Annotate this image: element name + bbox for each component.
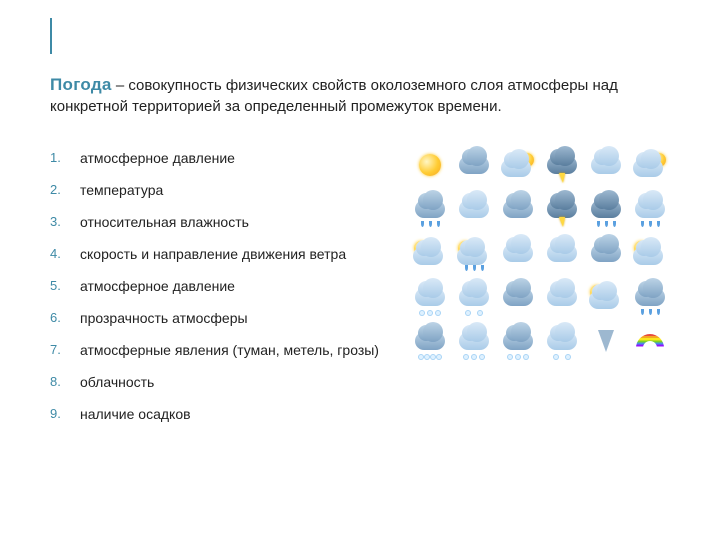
list-item: температура	[50, 183, 400, 197]
weather-icon-grid	[410, 145, 670, 361]
weather-cloud-rain-icon	[410, 189, 450, 229]
weather-cloud-dark-icon	[454, 145, 494, 185]
definition-paragraph: Погода – совокупность физических свойств…	[50, 74, 670, 117]
weather-cloud-light-icon	[542, 233, 582, 273]
weather-cloud-icon	[586, 145, 626, 185]
content-wrap: атмосферное давление температура относител…	[50, 151, 670, 439]
weather-suncloud-left-icon	[630, 233, 670, 273]
list-item: наличие осадков	[50, 407, 400, 421]
list-item: относительная влажность	[50, 215, 400, 229]
weather-cloud-dark-rain-icon	[630, 277, 670, 317]
weather-cloud-snow-light-icon	[542, 321, 582, 361]
definition-text: – совокупность физических свойств околоз…	[50, 77, 618, 115]
weather-cloud-snow-icon	[454, 321, 494, 361]
weather-cloud-snow-dark-icon	[498, 321, 538, 361]
weather-storm-bolt-icon	[542, 189, 582, 229]
weather-cloud-dark-icon	[586, 233, 626, 273]
weather-suncloud-left-icon	[410, 233, 450, 273]
weather-cloud-snow-light-icon	[454, 277, 494, 317]
weather-suncloud-left-icon	[586, 277, 626, 317]
weather-rainbow-icon	[630, 321, 670, 361]
definition-term: Погода	[50, 75, 112, 94]
weather-cloud-icon	[498, 233, 538, 273]
weather-cloud-dark-icon	[498, 189, 538, 229]
list-item: скорость и направление движения ветра	[50, 247, 400, 261]
list-item: облачность	[50, 375, 400, 389]
weather-tornado-icon	[586, 321, 626, 361]
weather-suncloud-right-icon	[630, 145, 670, 185]
weather-cloud-snow-heavy-icon	[410, 321, 450, 361]
weather-cloud-icon	[542, 277, 582, 317]
weather-cloud-snow-icon	[410, 277, 450, 317]
weather-cloud-rain-light-icon	[630, 189, 670, 229]
accent-bar	[50, 18, 52, 54]
weather-suncloud-right-icon	[498, 145, 538, 185]
weather-sun-icon	[410, 145, 450, 185]
weather-storm-bolt-icon	[542, 145, 582, 185]
weather-suncloud-left-rain-icon	[454, 233, 494, 273]
list-item: атмосферные явления (туман, метель, гроз…	[50, 343, 400, 357]
list-item: прозрачность атмосферы	[50, 311, 400, 325]
weather-cloud-light-icon	[454, 189, 494, 229]
weather-cloud-rain-dark-icon	[586, 189, 626, 229]
properties-list: атмосферное давление температура относител…	[50, 151, 400, 439]
weather-cloud-dark-icon	[498, 277, 538, 317]
list-item: атмосферное давление	[50, 279, 400, 293]
list-item: атмосферное давление	[50, 151, 400, 165]
